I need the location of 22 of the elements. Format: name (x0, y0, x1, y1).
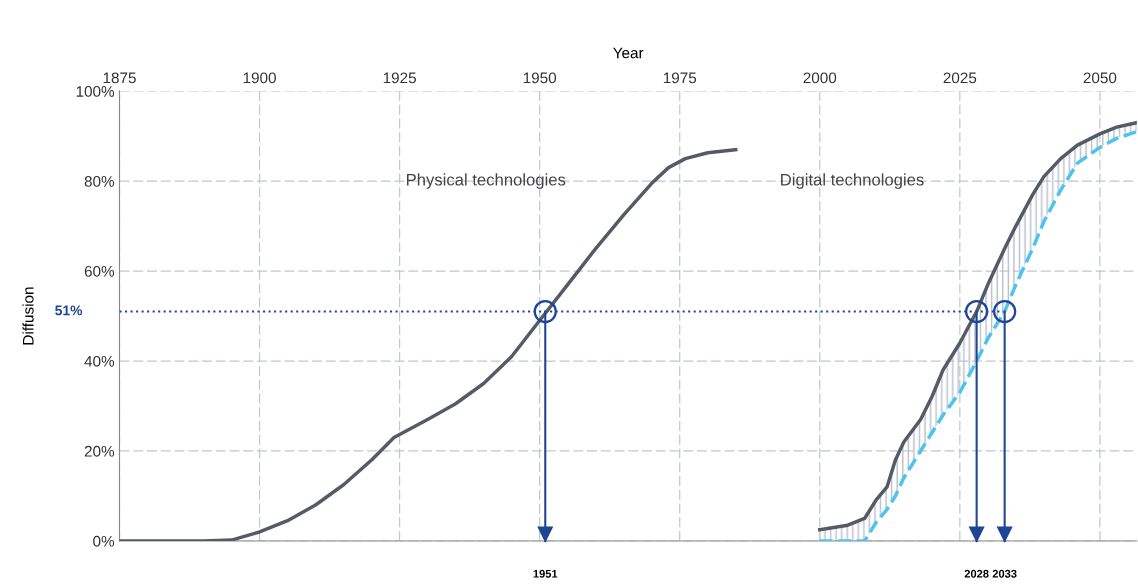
ref-line-label: 2028 (964, 569, 989, 578)
annotation: Digital technologies (781, 173, 924, 189)
y-tick-label: 80% (84, 175, 115, 187)
y-tick-label: 100% (76, 86, 115, 97)
x-tick-label: 1925 (383, 72, 416, 84)
y-tick-label: 40% (84, 355, 115, 367)
x-axis-title: Year (613, 47, 644, 59)
x-tick-label: 1900 (243, 72, 276, 84)
x-tick-label: 1975 (663, 72, 697, 84)
ref-line-label: 1951 (533, 569, 558, 578)
y-tick-label: 60% (84, 265, 115, 277)
ref-line-label: 51% (55, 305, 83, 316)
x-tick-label: 1875 (103, 72, 136, 84)
y-tick-label: 0% (93, 535, 115, 547)
y-tick-label: 20% (84, 445, 115, 457)
x-tick-label: 2050 (1083, 72, 1117, 84)
x-tick-label: 1950 (523, 72, 557, 84)
y-axis-title: Diffusion (22, 287, 34, 345)
ref-line-label: 2033 (992, 569, 1017, 578)
annotation: Physical technologies (406, 173, 566, 189)
x-tick-label: 2025 (943, 72, 977, 84)
x-tick-label: 2000 (803, 72, 837, 84)
